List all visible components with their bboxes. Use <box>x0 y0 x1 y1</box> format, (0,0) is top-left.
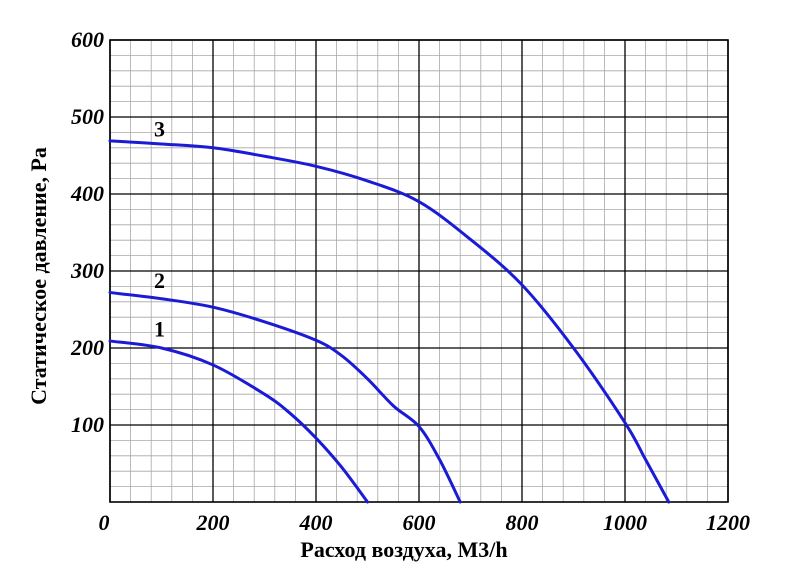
y-tick-labels: 100 200 300 400 500 600 <box>70 27 104 437</box>
y-tick-label: 400 <box>70 181 104 206</box>
x-tick-label: 800 <box>506 510 539 535</box>
plot-frame <box>109 39 729 503</box>
x-tick-label: 200 <box>196 510 230 535</box>
series-labels: 1 2 3 <box>154 116 165 341</box>
x-tick-label: 400 <box>299 510 333 535</box>
series-line-1 <box>108 339 369 504</box>
series-label-2: 2 <box>154 268 165 293</box>
y-tick-label: 300 <box>70 258 104 283</box>
x-tick-label: 0 <box>99 510 110 535</box>
curves <box>108 139 671 504</box>
x-tick-labels: 0 200 400 600 800 1000 1200 <box>99 510 751 535</box>
y-axis-title: Статическое давление, Ра <box>26 147 51 405</box>
x-axis-title: Расход воздуха, М3/h <box>300 537 507 562</box>
series-line-2 <box>108 291 462 504</box>
major-grid <box>109 39 729 502</box>
y-tick-label: 600 <box>71 27 104 52</box>
y-tick-label: 200 <box>70 335 104 360</box>
y-tick-label: 500 <box>71 104 104 129</box>
x-tick-label: 1200 <box>706 510 750 535</box>
y-tick-label: 100 <box>71 412 104 437</box>
series-line-3 <box>108 139 671 504</box>
x-tick-label: 1000 <box>603 510 647 535</box>
x-tick-label: 600 <box>403 510 436 535</box>
series-label-3: 3 <box>154 116 165 141</box>
series-label-1: 1 <box>154 316 165 341</box>
